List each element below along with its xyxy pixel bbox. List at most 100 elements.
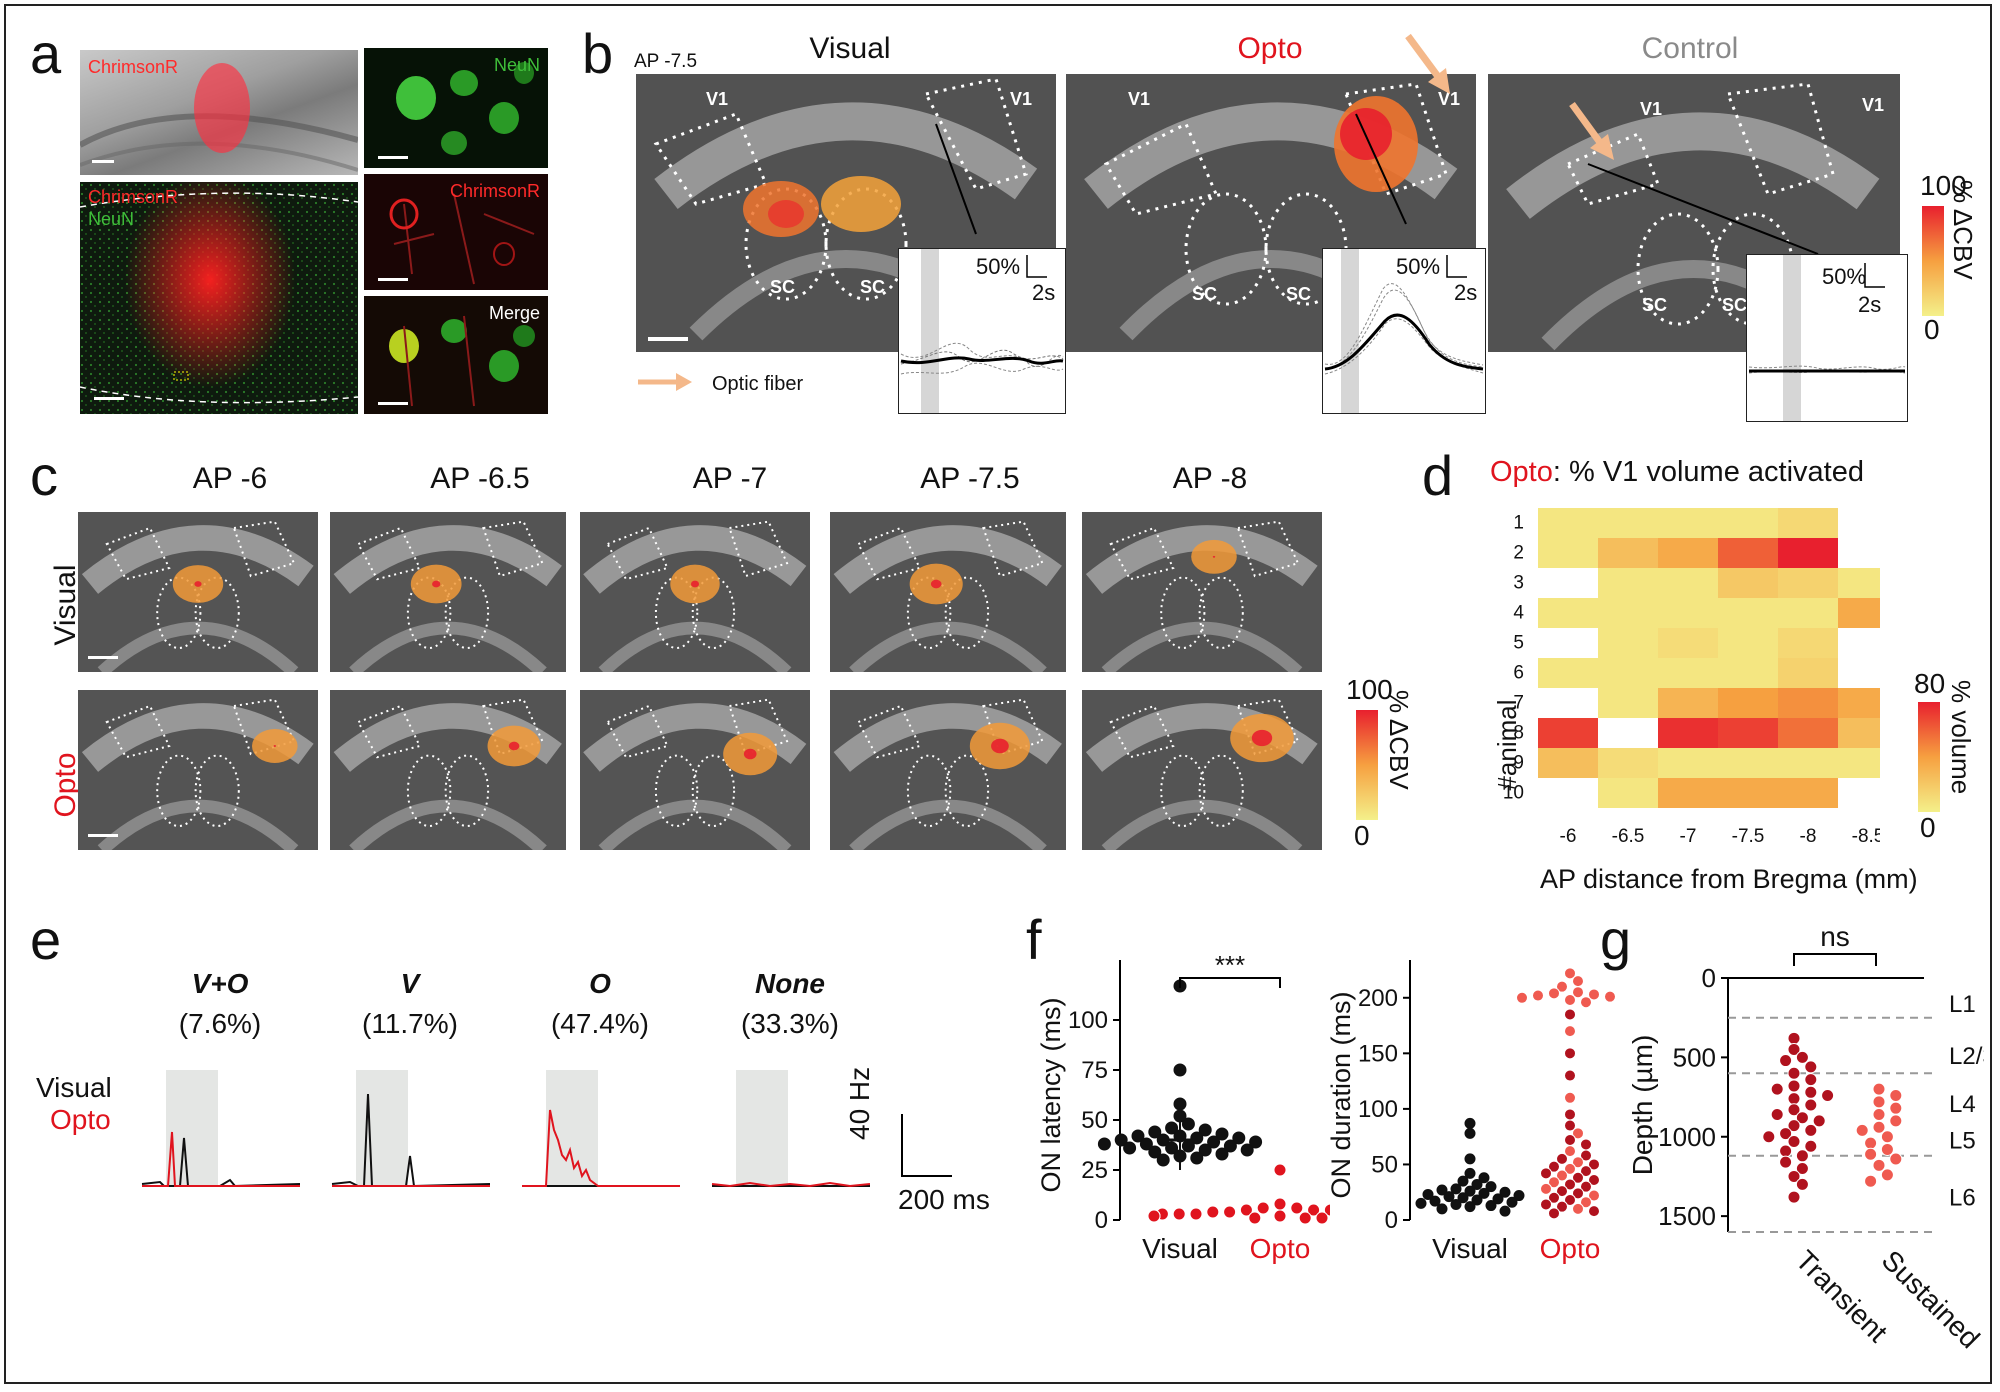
panel-label-a: a: [30, 22, 62, 85]
f-right-ticklabel-200: 200: [1358, 985, 1398, 1012]
d-colorbar-max: 80: [1914, 668, 1946, 699]
g-ticklabel-500: 500: [1673, 1042, 1716, 1072]
d-cell-4--7.5: [1718, 598, 1778, 628]
f-left-ticklabel-100: 100: [1068, 1007, 1108, 1034]
f-right-ticklabel-50: 50: [1371, 1151, 1398, 1178]
g-transient-point-18: [1804, 1123, 1818, 1137]
d-ylabel: #animal: [1492, 699, 1522, 791]
f-left-opto-point-5: [1239, 1203, 1253, 1217]
d-cell-1--8: [1778, 508, 1838, 538]
f-left-opto-point-16: [1273, 1209, 1287, 1223]
d-cell-9--7: [1658, 748, 1718, 778]
c-image-visual-2: [580, 512, 810, 672]
d-cell-7--7.5: [1718, 688, 1778, 718]
d-xlabel: AP distance from Bregma (mm): [1540, 864, 1918, 894]
g-sustained-point-0: [1872, 1082, 1886, 1096]
panel-a-slice-bottom: ChrimsonR NeuN: [80, 182, 358, 414]
d-cell-6--6.5: [1598, 658, 1658, 688]
b-opto-inset-traces: [1324, 249, 1484, 413]
e-psth-1: [331, 1070, 490, 1188]
c-image-opto-2: [580, 690, 810, 850]
figure-frame: [4, 4, 1992, 1384]
d-ytick-9: 9: [1513, 752, 1524, 773]
g-transient-point-11: [1787, 1092, 1801, 1106]
g-transient-point-17: [1787, 1119, 1801, 1133]
f-left-ticklabel-0: 0: [1095, 1207, 1108, 1234]
f-right-opto-point-13: [1564, 1047, 1576, 1060]
d-cell-3--7.5: [1718, 568, 1778, 598]
d-cell-9--6: [1538, 748, 1598, 778]
f-right-visual-point-14: [1513, 1190, 1525, 1202]
panel-b-image-visual: [636, 74, 1056, 352]
g-sig: ns: [1820, 921, 1850, 952]
c-image-svg: [580, 512, 810, 672]
f-right-opto-point-4: [1548, 987, 1560, 1000]
g-xlabel-transient: Transient: [1790, 1244, 1894, 1348]
g-layer-L23: L2/3: [1949, 1043, 1984, 1070]
f-right-opto-point-0: [1564, 967, 1576, 980]
f-right-visual-point-19: [1429, 1195, 1441, 1207]
f-right-visual-point-25: [1436, 1203, 1448, 1215]
f-left-visual-point-4: [1181, 1117, 1195, 1131]
g-sustained-point-12: [1889, 1152, 1903, 1166]
g-transient-point-19: [1779, 1127, 1793, 1141]
g-transient-point-9: [1804, 1085, 1818, 1099]
f-right-opto-point-38: [1572, 1187, 1584, 1200]
d-ytick-5: 5: [1513, 632, 1524, 653]
f-left-opto-point-2: [1290, 1201, 1304, 1215]
f-right-visual-point-8: [1450, 1183, 1462, 1195]
f-right-opto-point-27: [1564, 1162, 1576, 1175]
d-cell-8--6: [1538, 718, 1598, 748]
panel-b-title-visual: Visual: [809, 32, 891, 65]
d-cell-2--8: [1778, 538, 1838, 568]
b-colorbar-label: % ΔCBV: [1948, 180, 1978, 280]
panel-label-c: c: [30, 444, 58, 507]
f-right-xlabel-visual: Visual: [1432, 1233, 1508, 1264]
f-right-opto-point-10: [1580, 996, 1592, 1009]
f-right-visual-point-17: [1492, 1193, 1504, 1205]
d-cell-7--8: [1778, 688, 1838, 718]
d-cell-4--6: [1538, 598, 1598, 628]
d-cell-3--6.5: [1598, 568, 1658, 598]
f-left-opto-point-19: [1147, 1209, 1161, 1223]
g-sustained-point-10: [1880, 1142, 1894, 1156]
label-chrimsonr: ChrimsonR: [449, 181, 540, 201]
f-left-visual-point-15: [1207, 1135, 1221, 1149]
f-left-visual-point-22: [1123, 1141, 1137, 1155]
panel-label-e: e: [30, 908, 62, 971]
f-right-opto-point-39: [1588, 1189, 1600, 1202]
b-control-sc-left: SC: [1642, 295, 1668, 315]
g-sig-bracket: [1793, 953, 1877, 966]
f-right-xlabel-opto: Opto: [1540, 1233, 1601, 1264]
d-ytick-7: 7: [1513, 692, 1524, 713]
f-right-opto-point-18: [1572, 1127, 1584, 1140]
f-right-visual-point-18: [1471, 1194, 1483, 1206]
f-right-opto-point-12: [1564, 1025, 1576, 1038]
d-cell-7--6.5: [1598, 688, 1658, 718]
fus-visual-svg: [636, 74, 1056, 352]
g-sustained-point-1: [1889, 1088, 1903, 1102]
d-ytick-8: 8: [1513, 722, 1524, 743]
f-left-visual-point-12: [1232, 1131, 1246, 1145]
g-sustained-point-15: [1864, 1174, 1878, 1188]
b-visual-inset-traces: [900, 249, 1064, 413]
f-left-opto-point-0: [1273, 1163, 1287, 1177]
g-transient-point-22: [1804, 1139, 1818, 1153]
f-left-visual-point-8: [1215, 1127, 1229, 1141]
d-colorbar-min: 0: [1920, 812, 1936, 843]
d-cell-4--8.5: [1838, 598, 1880, 628]
f-right-visual-point-24: [1464, 1201, 1476, 1213]
g-sustained-point-5: [1889, 1114, 1903, 1128]
f-right-opto-point-43: [1540, 1198, 1552, 1211]
g-layer-L6: L6: [1949, 1184, 1976, 1211]
f-right-visual-point-22: [1450, 1198, 1462, 1210]
f-right-opto-point-11: [1564, 1008, 1576, 1021]
f-left-opto-point-21: [1248, 1211, 1262, 1225]
b-visual-scale-time: 2s: [1032, 280, 1056, 305]
b-control-sc-right: SC: [1722, 295, 1748, 315]
g-transient-point-25: [1779, 1155, 1793, 1169]
panel-label-g: g: [1600, 908, 1632, 971]
d-ytick-2: 2: [1513, 542, 1524, 563]
g-sustained-point-13: [1872, 1158, 1886, 1172]
c-colorbar: [1356, 710, 1378, 820]
